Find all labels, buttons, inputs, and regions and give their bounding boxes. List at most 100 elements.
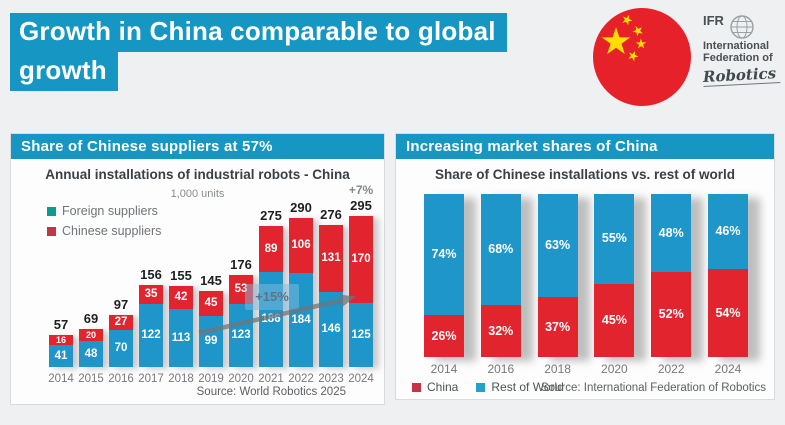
bar-segment-rest-of-world: 63% xyxy=(537,194,578,297)
growth-annotation-badge: +15% xyxy=(245,284,299,310)
bar-segment-chinese: 45 xyxy=(199,291,223,316)
bar-segment-foreign: 125 xyxy=(349,302,373,367)
ifr-name-line1: International xyxy=(703,40,770,52)
bar-segment-foreign: 70 xyxy=(109,330,133,367)
bar-column: 48% 52% xyxy=(651,194,692,357)
bar-segment-foreign: 123 xyxy=(229,303,253,367)
bar-column: 131 146 276 xyxy=(319,207,343,367)
bar-total-label: 97 xyxy=(113,296,129,312)
year-label: 2016 xyxy=(108,373,134,385)
bar-segment-chinese: 89 xyxy=(259,225,283,272)
bar-segment-china: 32% xyxy=(480,304,521,357)
year-label: 2019 xyxy=(198,373,224,385)
year-label: 2015 xyxy=(78,373,104,385)
year-label: 2021 xyxy=(258,373,284,385)
bar-column: 63% 37% xyxy=(537,194,578,357)
bar-column: 16 41 57 xyxy=(49,317,73,367)
bar-segment-china: 52% xyxy=(651,272,692,357)
year-label: 2014 xyxy=(430,362,458,376)
bar-segment-china: 37% xyxy=(537,296,578,357)
year-label: 2018 xyxy=(168,373,194,385)
legend-item-foreign-suppliers: Foreign suppliers xyxy=(47,204,161,218)
bar-segment-foreign: 122 xyxy=(139,304,163,367)
left-chart-units-label: 1,000 units xyxy=(170,188,225,200)
legend-item-rest-of-world: Rest of World xyxy=(476,380,564,394)
bar-segment-chinese: 35 xyxy=(139,284,163,304)
bar-column: 46% 54% xyxy=(708,194,748,357)
growth-percent-label: +7% xyxy=(348,182,374,197)
bar-column: 42 113 155 xyxy=(169,268,193,367)
year-label: 2020 xyxy=(601,362,628,376)
bar-segment-rest-of-world: 55% xyxy=(594,194,635,284)
bar-segment-chinese: 170 xyxy=(349,215,373,303)
year-label: 2023 xyxy=(318,373,344,385)
rest-of-world-swatch xyxy=(476,382,486,392)
left-panel-header: Share of Chinese suppliers at 57% xyxy=(11,134,384,159)
page-title-line1: Growth in China comparable to global xyxy=(10,13,507,52)
year-label: 2022 xyxy=(288,373,314,385)
legend-label: Rest of World xyxy=(491,380,564,394)
bar-column: 20 48 69 xyxy=(79,311,103,367)
bar-segment-china: 45% xyxy=(594,283,635,357)
bar-total-label: 276 xyxy=(320,206,342,222)
china-flag-icon xyxy=(593,8,691,106)
bar-segment-foreign: 48 xyxy=(79,341,103,367)
bar-segment-rest-of-world: 68% xyxy=(480,194,521,305)
year-label: 2017 xyxy=(138,373,164,385)
bar-segment-rest-of-world: 48% xyxy=(651,194,692,273)
year-label: 2024 xyxy=(714,362,742,376)
bar-segment-foreign: 41 xyxy=(49,344,73,367)
ifr-logo: IFR International Federation of Robotics xyxy=(703,13,783,87)
bar-column: 55% 45% xyxy=(594,194,635,357)
bar-segment-chinese: 20 xyxy=(79,329,103,341)
bar-column: 35 122 156 xyxy=(139,267,163,367)
chinese-suppliers-swatch xyxy=(47,226,56,236)
bar-segment-china: 54% xyxy=(708,268,748,357)
right-chart-title: Share of Chinese installations vs. rest … xyxy=(434,167,736,182)
legend-label: China xyxy=(427,380,459,394)
legend-item-chinese-suppliers: Chinese suppliers xyxy=(47,224,161,238)
bar-segment-rest-of-world: 74% xyxy=(424,194,464,315)
ifr-abbr: IFR xyxy=(703,13,724,28)
bar-total-label: 176 xyxy=(230,257,252,272)
bar-segment-rest-of-world: 46% xyxy=(708,194,748,269)
page-title: Growth in China comparable to global gro… xyxy=(10,13,507,91)
year-label: 2020 xyxy=(228,373,254,385)
bar-column: 27 70 97 xyxy=(109,297,133,367)
bar-column: 45 99 145 xyxy=(199,273,223,367)
bar-segment-foreign: 99 xyxy=(199,315,223,367)
bar-total-label: 275 xyxy=(260,207,282,223)
china-swatch xyxy=(412,382,421,392)
bar-segment-chinese: 27 xyxy=(109,314,133,330)
panel-market-shares: Increasing market shares of China Share … xyxy=(395,133,775,400)
bar-segment-chinese: 106 xyxy=(289,218,313,273)
right-chart-source: Source: International Federation of Robo… xyxy=(540,382,766,394)
left-chart-plot: 16 41 57 2014 20 48 69 2015 27 70 97 2016 35 122 156 20… xyxy=(11,134,384,404)
ifr-name-line2: Federation of xyxy=(703,52,773,65)
year-label: 2022 xyxy=(657,362,685,376)
bar-segment-chinese: 16 xyxy=(49,334,73,345)
bar-segment-china: 26% xyxy=(424,314,464,357)
left-chart-title: Annual installations of industrial robot… xyxy=(45,167,350,182)
bar-segment-chinese: 131 xyxy=(319,224,343,292)
bar-total-label: 145 xyxy=(200,273,222,288)
left-chart-legend: Foreign suppliers Chinese suppliers xyxy=(47,204,161,244)
bar-total-label: 295 xyxy=(350,197,372,213)
bar-total-label: 57 xyxy=(53,316,69,332)
right-chart-plot: 74% 26% 2014 68% 32% 2016 63% 37% 2018 55% 45% 2020… xyxy=(396,134,774,399)
bar-column: 68% 32% xyxy=(480,194,521,357)
panel-chinese-suppliers: Share of Chinese suppliers at 57% Annual… xyxy=(10,133,385,405)
legend-label: Foreign suppliers xyxy=(62,204,158,218)
year-label: 2018 xyxy=(544,362,571,376)
ifr-robotics-script: Robotics xyxy=(703,64,781,87)
legend-item-china: China xyxy=(412,380,458,394)
year-label: 2014 xyxy=(48,373,74,385)
bar-total-label: 156 xyxy=(140,266,162,282)
bar-total-label: 290 xyxy=(290,200,312,215)
bar-segment-foreign: 113 xyxy=(169,308,193,367)
foreign-suppliers-swatch xyxy=(47,206,56,216)
right-chart-legend: China Rest of World xyxy=(412,380,564,394)
bar-total-label: 155 xyxy=(170,267,192,283)
bar-column: 170 125 295 +7% xyxy=(349,183,373,367)
